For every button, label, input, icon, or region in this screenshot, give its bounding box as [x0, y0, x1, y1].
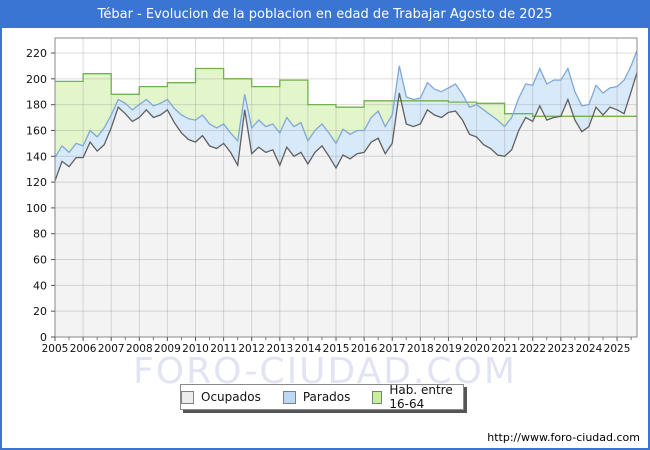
svg-text:2008: 2008 — [126, 343, 153, 355]
svg-text:2007: 2007 — [98, 343, 125, 355]
svg-text:2020: 2020 — [463, 343, 490, 355]
footer-url[interactable]: http://www.foro-ciudad.com — [487, 431, 640, 444]
svg-text:2025: 2025 — [604, 343, 631, 355]
legend-item-parados: Parados — [282, 390, 351, 404]
legend-item-hab-16-64: Hab. entre 16-64 — [372, 383, 463, 411]
svg-text:120: 120 — [26, 176, 47, 189]
svg-text:2014: 2014 — [295, 343, 322, 355]
svg-text:180: 180 — [26, 99, 47, 112]
svg-text:2021: 2021 — [491, 343, 518, 355]
svg-text:160: 160 — [26, 124, 47, 137]
page-title: Tébar - Evolucion de la poblacion en eda… — [97, 7, 553, 22]
svg-text:2010: 2010 — [182, 343, 209, 355]
svg-text:2011: 2011 — [210, 343, 237, 355]
svg-text:2024: 2024 — [576, 343, 603, 355]
svg-text:2006: 2006 — [70, 343, 97, 355]
svg-text:2012: 2012 — [238, 343, 265, 355]
legend: Ocupados Parados Hab. entre 16-64 — [180, 383, 464, 411]
legend-item-ocupados: Ocupados — [181, 390, 261, 404]
svg-text:2018: 2018 — [407, 343, 434, 355]
svg-text:2013: 2013 — [266, 343, 293, 355]
svg-text:2023: 2023 — [547, 343, 574, 355]
footer: http://www.foro-ciudad.com — [487, 431, 640, 444]
svg-text:20: 20 — [33, 305, 47, 318]
population-chart: 2005 2006 2007 2008 2009 2010 2011 2012 2013 2014… — [26, 37, 638, 355]
svg-text:2016: 2016 — [351, 343, 378, 355]
svg-text:200: 200 — [26, 73, 47, 86]
svg-text:220: 220 — [26, 47, 47, 60]
parados-swatch-icon — [282, 390, 296, 404]
svg-text:80: 80 — [33, 228, 47, 241]
title-bar: Tébar - Evolucion de la poblacion en eda… — [2, 2, 648, 28]
svg-text:60: 60 — [33, 254, 47, 267]
svg-text:2005: 2005 — [42, 343, 69, 355]
hab-16-64-swatch-icon — [372, 390, 383, 404]
svg-text:100: 100 — [26, 202, 47, 215]
ocupados-swatch-icon — [181, 390, 194, 404]
svg-text:0: 0 — [40, 331, 47, 344]
svg-text:2022: 2022 — [519, 343, 546, 355]
svg-text:40: 40 — [33, 279, 47, 292]
legend-label-hab-16-64: Hab. entre 16-64 — [389, 383, 453, 411]
svg-text:140: 140 — [26, 150, 47, 163]
svg-text:2019: 2019 — [435, 343, 462, 355]
legend-label-ocupados: Ocupados — [201, 390, 261, 404]
svg-text:2015: 2015 — [323, 343, 350, 355]
svg-text:2017: 2017 — [379, 343, 406, 355]
legend-label-parados: Parados — [302, 390, 351, 404]
svg-text:2009: 2009 — [154, 343, 181, 355]
